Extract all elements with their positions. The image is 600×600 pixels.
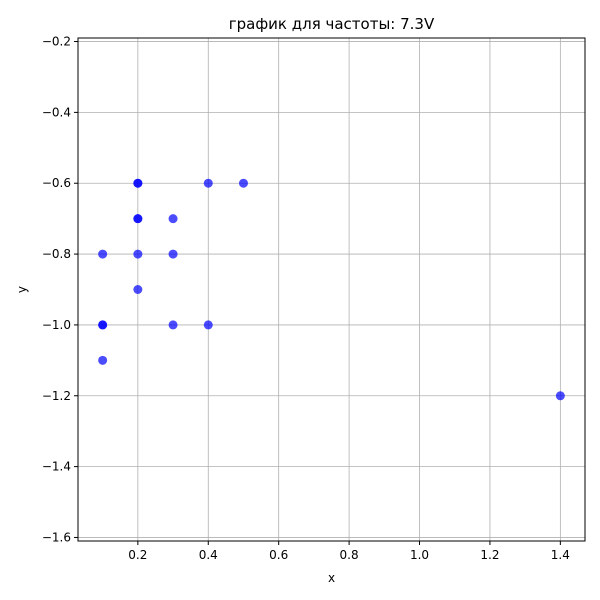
- x-tick-label: 0.4: [199, 548, 218, 562]
- data-point: [133, 214, 143, 224]
- x-tick-label: 0.2: [128, 548, 147, 562]
- data-point: [203, 178, 213, 188]
- data-points: [98, 178, 565, 401]
- plot-frame: [77, 37, 586, 542]
- x-axis-label: x: [328, 571, 335, 585]
- data-point: [98, 320, 108, 330]
- data-point: [133, 178, 143, 188]
- y-tick-label: −0.4: [42, 105, 71, 119]
- x-tick-label: 0.6: [269, 548, 288, 562]
- y-tick-label: −0.6: [42, 176, 71, 190]
- x-tick-label: 1.2: [480, 548, 499, 562]
- data-point: [168, 320, 178, 330]
- data-point: [133, 249, 143, 259]
- y-tick-label: −1.2: [42, 389, 71, 403]
- y-tick-label: −1.6: [42, 530, 71, 544]
- data-point: [168, 214, 178, 224]
- x-axis-ticks: 0.2 0.4 0.6 0.8 1.0 1.2 1.4: [128, 541, 570, 562]
- y-tick-label: −1.0: [42, 318, 71, 332]
- chart-title: график для частоты: 7.3V: [229, 15, 435, 33]
- data-point: [238, 178, 248, 188]
- y-axis-ticks: −0.2 −0.4 −0.6 −0.8 −1.0 −1.2 −1.4 −1.6: [42, 35, 78, 544]
- y-tick-label: −0.2: [42, 35, 71, 49]
- data-point: [555, 391, 565, 401]
- data-point: [98, 249, 108, 259]
- y-tick-label: −0.8: [42, 247, 71, 261]
- y-axis-label: y: [15, 286, 29, 293]
- x-tick-label: 1.0: [410, 548, 429, 562]
- data-point: [168, 249, 178, 259]
- x-tick-label: 1.4: [551, 548, 570, 562]
- data-point: [98, 355, 108, 365]
- grid-lines: [78, 38, 585, 541]
- data-point: [203, 320, 213, 330]
- y-tick-label: −1.4: [42, 460, 71, 474]
- x-tick-label: 0.8: [340, 548, 359, 562]
- data-point: [133, 285, 143, 294]
